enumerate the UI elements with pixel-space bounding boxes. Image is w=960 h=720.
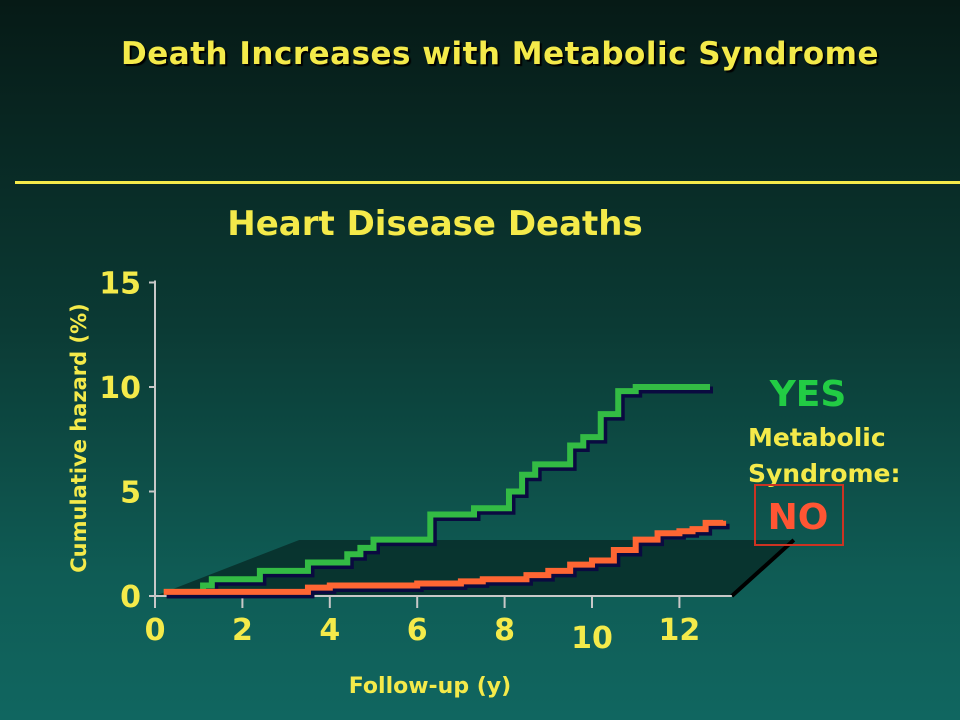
tick-labels: 0 5 10 15 0 2 4 6 8 10 12 — [99, 267, 700, 657]
series-lines — [163, 384, 730, 599]
slide-title: Death Increases with Metabolic Syndrome — [121, 36, 879, 72]
legend-caption: Metabolic — [748, 423, 886, 452]
series-no-line — [163, 519, 727, 595]
y-tick-label: 5 — [120, 476, 141, 511]
x-tick-label: 6 — [407, 613, 428, 648]
x-tick-label: 4 — [319, 613, 340, 648]
x-tick-label: 12 — [659, 613, 701, 648]
legend-no-box — [754, 484, 844, 546]
floor-edge — [730, 538, 796, 598]
y-tick-label: 10 — [99, 371, 141, 406]
y-tick-label: 0 — [120, 580, 141, 615]
title-divider — [15, 181, 960, 184]
legend-no: NO — [768, 497, 829, 538]
series-yes-line — [163, 384, 710, 595]
x-tick-label: 8 — [494, 613, 515, 648]
y-axis-label: Cumulative hazard (%) — [67, 303, 91, 573]
chart-title: Heart Disease Deaths — [227, 204, 643, 244]
x-tick-label: 0 — [145, 613, 166, 648]
x-tick-label: 10 — [571, 621, 613, 656]
legend-caption-line2: Syndrome: — [748, 459, 901, 488]
legend-yes: YES — [769, 374, 847, 415]
x-tick-label: 2 — [232, 613, 253, 648]
x-axis-label: Follow-up (y) — [349, 674, 511, 699]
y-tick-label: 15 — [99, 267, 141, 302]
